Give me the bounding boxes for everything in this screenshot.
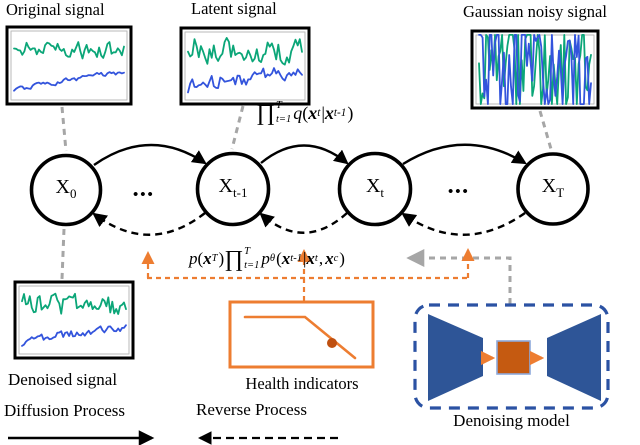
- original-signal-label: Original signal: [6, 0, 105, 19]
- product-symbol: ∏: [256, 99, 275, 125]
- conditional-bar: |: [302, 249, 307, 268]
- encoder-trapezoid: [428, 314, 483, 401]
- decoder-trapezoid: [547, 314, 601, 401]
- x-T: x: [203, 249, 212, 268]
- reverse-arc-xt-xtm1: [259, 212, 348, 234]
- node-xT-sub: T: [556, 185, 565, 200]
- original-green-trace: [13, 41, 125, 60]
- latent-blue-trace: [187, 67, 303, 94]
- node-x0-sub: 0: [69, 186, 77, 201]
- denoised-signal-label: Denoised signal: [8, 370, 118, 389]
- latent-plot-axes: [184, 31, 306, 101]
- latent-code-square: [496, 340, 531, 375]
- original-blue-trace: [13, 71, 125, 92]
- gaussian-green-trace: [478, 34, 592, 105]
- gaussian-blue-trace: [478, 34, 592, 105]
- paren: (: [302, 102, 309, 123]
- conditional-bar: |: [321, 102, 325, 123]
- node-xtm1-label: Xt-1: [198, 175, 268, 199]
- latent-signal-plot: [179, 26, 311, 106]
- reverse-arc-xT-xt: [401, 212, 526, 236]
- original-plot-frame: [5, 25, 133, 106]
- paren: (: [197, 249, 204, 268]
- node-xT-circle: [516, 152, 590, 226]
- comma: ,: [318, 249, 324, 268]
- x-t: x: [306, 249, 315, 268]
- denoised-blue-trace: [21, 324, 127, 347]
- connector-original-to-x0: [60, 106, 68, 152]
- latent-green-trace: [187, 37, 303, 66]
- denoised-plot-axes: [18, 285, 130, 355]
- forward-arc-xtm1-xt: [260, 144, 349, 165]
- node-x0-label: X0: [31, 176, 101, 200]
- x-tm1: x: [281, 249, 291, 268]
- x-tm1: x: [324, 102, 334, 123]
- product-symbol: ∏: [224, 245, 244, 271]
- node-x0-base: X: [55, 176, 70, 198]
- product-lower-limit: t=1: [275, 113, 292, 125]
- paren: ): [339, 249, 345, 268]
- node-xt-label: Xt: [340, 175, 410, 199]
- reverse-process-formula: p(x T) ∏ T t=1 p θ(x t-1 | x t, x c): [189, 245, 345, 271]
- product-upper-limit: T: [275, 100, 282, 111]
- connector-gaussian-to-xT: [538, 110, 553, 150]
- p-theta-symbol: p: [261, 249, 270, 268]
- connector-latent-to-xtm1: [230, 105, 245, 150]
- reverse-process-legend-label: Reverse Process: [196, 400, 307, 419]
- original-signal-plot: [5, 25, 133, 106]
- x-t: x: [308, 102, 318, 123]
- x-c: x: [325, 249, 334, 268]
- dots-left: •••: [133, 187, 155, 203]
- latent-plot-frame: [179, 26, 311, 106]
- node-xtm1-base: X: [218, 175, 233, 197]
- node-xtm1-sub: t-1: [233, 185, 248, 200]
- forward-arc-x0-xtm1: [93, 143, 207, 166]
- node-xt-sub: t: [380, 185, 385, 200]
- connector-model-to-reverse-formula: [406, 249, 512, 304]
- node-x0-circle: [29, 153, 103, 227]
- dots-right: •••: [448, 184, 470, 200]
- denoised-signal-plot: [13, 280, 135, 360]
- product-upper-limit: T: [244, 246, 250, 257]
- denoised-plot-frame: [13, 280, 135, 360]
- latent-signal-label: Latent signal: [191, 0, 277, 18]
- paren: ): [218, 249, 225, 268]
- health-indicator-curve: [243, 315, 357, 360]
- denoised-green-trace: [21, 292, 127, 315]
- forward-process-formula: ∏ T t=1 q(x t | x t-1): [256, 99, 354, 125]
- forward-arc-xt-xT: [402, 143, 527, 166]
- q-symbol: q: [293, 102, 303, 123]
- paren: ): [347, 102, 354, 123]
- gaussian-noisy-signal-label: Gaussian noisy signal: [463, 2, 607, 21]
- health-indicators-label: Health indicators: [245, 374, 359, 393]
- node-xt-circle: [337, 151, 413, 227]
- connector-x0-to-denoised: [60, 228, 66, 280]
- p-symbol: p: [189, 249, 198, 268]
- model-dashed-border: [413, 303, 610, 410]
- product-limits: T t=1: [275, 100, 292, 125]
- health-indicator-dot: [327, 338, 337, 348]
- node-xT-label: XT: [518, 175, 588, 199]
- diffusion-process-legend-label: Diffusion Process: [4, 401, 126, 420]
- product-lower-limit: t=1: [244, 259, 260, 271]
- gaussian-noisy-signal-plot: [470, 29, 600, 110]
- health-frame: [228, 300, 375, 369]
- denoising-model-label: Denoising model: [453, 411, 570, 430]
- paren: (: [276, 249, 282, 268]
- denoising-model: [413, 303, 610, 410]
- node-xt-base: X: [365, 175, 381, 197]
- node-xT-base: X: [541, 175, 557, 197]
- reverse-arc-xtm1-x0: [92, 212, 206, 236]
- original-plot-axes: [10, 30, 128, 101]
- node-xtm1-circle: [195, 151, 271, 227]
- product-limits: T t=1: [244, 246, 260, 271]
- health-indicators-box: [228, 300, 375, 369]
